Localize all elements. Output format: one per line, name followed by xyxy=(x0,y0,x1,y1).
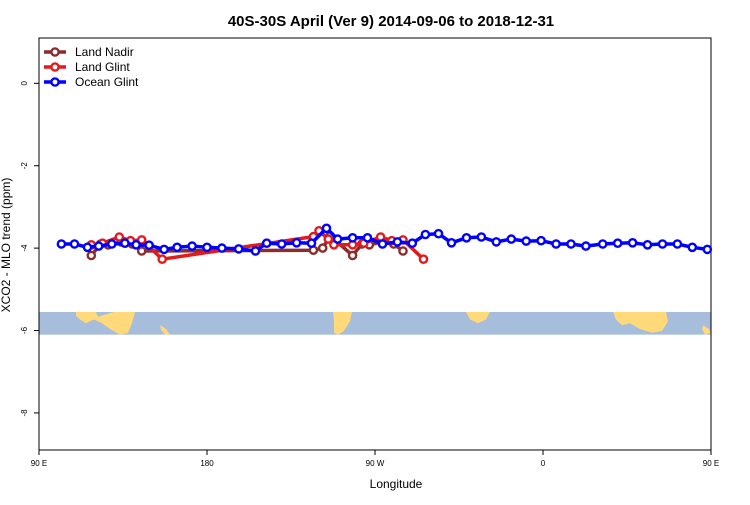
axes: 90 E 180 90 W 0 90 E 0 -2 -4 -6 -8 xyxy=(20,37,719,468)
data-point xyxy=(407,238,418,248)
y-tick-label: -4 xyxy=(20,244,29,252)
data-point xyxy=(672,239,683,249)
data-point xyxy=(521,236,532,246)
data-point xyxy=(506,234,517,244)
y-tick-label: -8 xyxy=(20,409,29,417)
data-point xyxy=(347,232,358,243)
x-tick-label: 0 xyxy=(541,459,546,468)
data-point xyxy=(323,234,334,244)
map-landmass xyxy=(466,311,490,324)
data-point xyxy=(687,242,698,253)
data-point xyxy=(377,239,388,249)
series-ocean-glint xyxy=(56,223,713,256)
map-landmass xyxy=(76,311,135,335)
data-point xyxy=(420,229,431,240)
map-ocean xyxy=(39,311,711,335)
data-point xyxy=(321,223,332,234)
data-point xyxy=(120,238,130,248)
data-point xyxy=(136,246,147,256)
data-point xyxy=(362,232,373,243)
map-landmass xyxy=(160,325,170,335)
data-point xyxy=(250,246,261,256)
data-point xyxy=(446,237,457,248)
data-point xyxy=(317,243,328,253)
data-point xyxy=(69,239,80,249)
data-point xyxy=(217,243,227,253)
data-point xyxy=(261,238,272,248)
legend-label: Land Nadir xyxy=(75,45,134,59)
data-point xyxy=(86,250,97,261)
data-point xyxy=(172,242,182,253)
map-landmass xyxy=(613,311,668,333)
data-point xyxy=(491,237,502,247)
data-point xyxy=(476,232,487,242)
legend-marker xyxy=(50,47,60,57)
x-tick-label: 90 E xyxy=(703,459,719,468)
data-point xyxy=(93,241,104,251)
data-point xyxy=(702,244,713,255)
y-tick-label: -2 xyxy=(20,162,29,170)
data-point xyxy=(566,239,576,249)
data-point xyxy=(418,254,429,265)
data-point xyxy=(551,239,561,249)
legend-marker xyxy=(50,77,60,87)
y-axis-label: XCO2 - MLO trend (ppm) xyxy=(0,178,13,313)
data-point xyxy=(642,239,653,250)
data-point xyxy=(536,235,546,246)
data-point xyxy=(144,240,154,250)
legend-item: Land Nadir xyxy=(44,45,134,59)
series-layer xyxy=(56,223,713,265)
data-point xyxy=(332,234,343,244)
data-point xyxy=(202,242,212,253)
data-point xyxy=(597,239,608,249)
data-point xyxy=(159,244,169,255)
data-point xyxy=(56,239,67,249)
data-point xyxy=(347,250,358,261)
data-point xyxy=(82,242,93,253)
x-axis-label: Longitude xyxy=(370,477,423,491)
data-point xyxy=(433,228,444,239)
data-point xyxy=(392,237,403,247)
map-landmass xyxy=(333,311,352,335)
data-point xyxy=(233,244,244,254)
x-tick-label: 180 xyxy=(200,459,214,468)
data-point xyxy=(581,241,591,251)
data-point xyxy=(157,254,167,265)
data-point xyxy=(627,237,638,248)
data-point xyxy=(291,237,302,248)
legend-item: Land Glint xyxy=(44,60,130,74)
map-strip xyxy=(39,311,711,335)
data-point xyxy=(306,238,317,248)
data-point xyxy=(657,239,668,249)
legend-label: Ocean Glint xyxy=(75,75,139,89)
data-point xyxy=(612,238,623,248)
legend-label: Land Glint xyxy=(75,60,130,74)
data-point xyxy=(107,239,117,249)
x-tick-label: 90 W xyxy=(366,459,385,468)
y-tick-label: 0 xyxy=(20,81,29,86)
map-landmass xyxy=(702,325,711,335)
data-point xyxy=(276,239,287,249)
data-point xyxy=(187,241,197,251)
data-point xyxy=(114,232,125,242)
legend-marker xyxy=(50,62,60,72)
data-point xyxy=(131,239,141,250)
x-tick-label: 90 E xyxy=(31,459,47,468)
y-tick-label: -6 xyxy=(20,326,29,334)
legend-item: Ocean Glint xyxy=(44,75,139,89)
series-line xyxy=(61,226,708,253)
data-point xyxy=(398,246,408,256)
chart-title: 40S-30S April (Ver 9) 2014-09-06 to 2018… xyxy=(228,13,554,30)
data-point xyxy=(461,232,472,243)
